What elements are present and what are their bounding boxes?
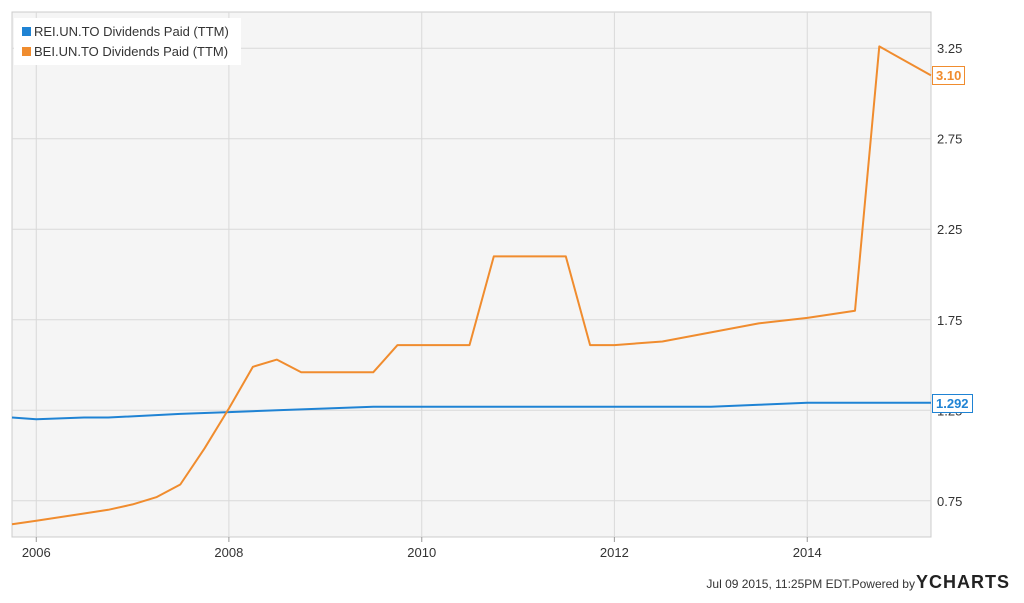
plot-area bbox=[11, 11, 932, 538]
series-line-bei[interactable] bbox=[11, 45, 932, 526]
series-line-rei[interactable] bbox=[11, 401, 931, 421]
x-tick-label: 2010 bbox=[407, 545, 436, 560]
legend-swatch-bei bbox=[22, 46, 31, 56]
x-tick-label: 2012 bbox=[600, 545, 629, 560]
x-tick-label: 2008 bbox=[214, 545, 243, 560]
legend-swatch-rei bbox=[22, 26, 31, 36]
y-tick-label: 1.75 bbox=[937, 313, 962, 328]
legend-item-rei[interactable]: REI.UN.TO Dividends Paid (TTM) bbox=[22, 21, 229, 41]
legend-label-rei: REI.UN.TO Dividends Paid (TTM) bbox=[34, 23, 229, 39]
legend-item-bei[interactable]: BEI.UN.TO Dividends Paid (TTM) bbox=[22, 41, 229, 61]
y-tick-label: 3.25 bbox=[937, 41, 962, 56]
legend: REI.UN.TO Dividends Paid (TTM) BEI.UN.TO… bbox=[14, 18, 241, 65]
y-tick-label: 2.75 bbox=[937, 132, 962, 147]
y-tick-label: 0.75 bbox=[937, 494, 962, 509]
footer: Jul 09 2015, 11:25PM EDT. Powered by YCH… bbox=[706, 572, 1010, 593]
ycharts-logo[interactable]: YCHARTS bbox=[915, 572, 1010, 592]
legend-label-bei: BEI.UN.TO Dividends Paid (TTM) bbox=[34, 43, 229, 59]
series-lines bbox=[11, 45, 932, 526]
powered-by-label: Powered by bbox=[851, 577, 915, 591]
last-value-badge-rei: 1.292 bbox=[932, 393, 973, 413]
timestamp: Jul 09 2015, 11:25PM EDT. bbox=[706, 577, 852, 591]
x-tick-label: 2014 bbox=[793, 545, 822, 560]
last-value-badge-bei: 3.10 bbox=[932, 66, 966, 86]
x-tick-label: 2006 bbox=[22, 545, 51, 560]
y-tick-label: 2.25 bbox=[937, 222, 962, 237]
